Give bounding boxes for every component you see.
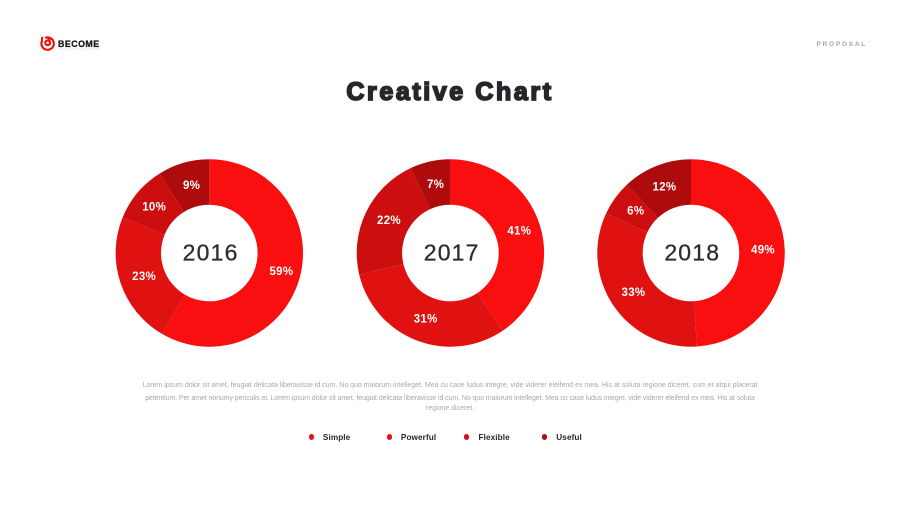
svg-text:7%: 7%: [427, 179, 444, 191]
svg-text:59%: 59%: [269, 266, 293, 278]
svg-text:22%: 22%: [377, 215, 401, 227]
svg-text:33%: 33%: [622, 287, 646, 299]
svg-text:41%: 41%: [507, 226, 531, 238]
svg-text:6%: 6%: [627, 206, 644, 218]
svg-text:12%: 12%: [653, 182, 677, 194]
svg-text:10%: 10%: [142, 202, 166, 214]
svg-text:2017: 2017: [424, 240, 480, 266]
svg-text:49%: 49%: [751, 244, 775, 256]
svg-text:31%: 31%: [414, 314, 438, 326]
svg-text:2016: 2016: [183, 240, 239, 266]
svg-text:2018: 2018: [664, 240, 720, 266]
svg-text:23%: 23%: [132, 271, 156, 283]
svg-text:9%: 9%: [183, 180, 200, 192]
